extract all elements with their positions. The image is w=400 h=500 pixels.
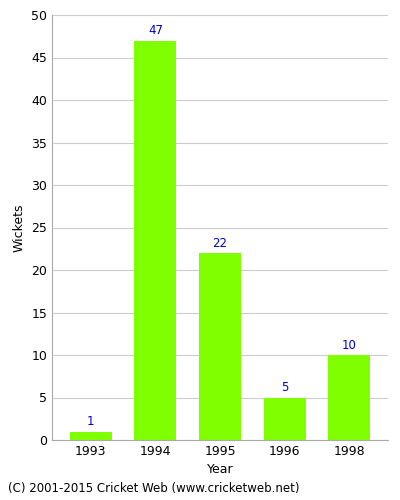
X-axis label: Year: Year	[207, 464, 233, 476]
Y-axis label: Wickets: Wickets	[12, 203, 26, 252]
Bar	[264, 398, 306, 440]
Bar	[134, 40, 176, 440]
Text: 22: 22	[212, 236, 228, 250]
Text: (C) 2001-2015 Cricket Web (www.cricketweb.net): (C) 2001-2015 Cricket Web (www.cricketwe…	[8, 482, 300, 495]
Bar	[199, 253, 241, 440]
Text: 10: 10	[342, 338, 357, 351]
Bar	[70, 432, 112, 440]
Text: 1: 1	[87, 415, 94, 428]
Text: 5: 5	[281, 381, 288, 394]
Text: 47: 47	[148, 24, 163, 37]
Bar	[328, 355, 370, 440]
